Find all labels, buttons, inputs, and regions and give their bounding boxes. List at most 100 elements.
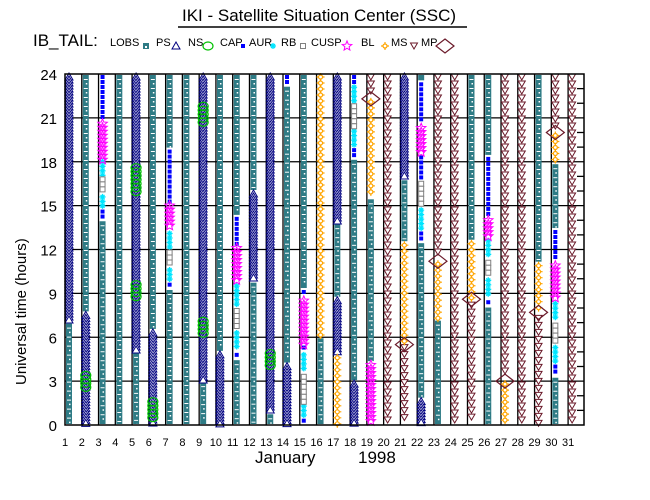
lobs-segment (233, 360, 240, 424)
ps-marker (198, 374, 209, 384)
bl-segment (366, 97, 375, 196)
lobs-bar (284, 86, 291, 363)
lobs-dot (119, 218, 121, 220)
lobs-dot (471, 119, 473, 121)
aur-segment (485, 277, 492, 297)
cap-marker (352, 148, 357, 153)
ms-marker (500, 311, 510, 319)
lobs-dot (186, 92, 188, 94)
ms-marker (383, 157, 393, 165)
lobs-dot (488, 101, 490, 103)
bl-marker (551, 155, 560, 164)
cap-marker (100, 209, 105, 214)
aur-marker (552, 344, 559, 351)
ps-marker (399, 170, 410, 180)
lobs-dot (186, 200, 188, 202)
ms-marker (433, 115, 443, 123)
cusp-marker (230, 269, 243, 282)
lobs-dot (85, 137, 88, 139)
x-tick-label: 25 (461, 437, 473, 449)
aur-marker (552, 358, 559, 365)
day-column-18 (349, 75, 359, 427)
lobs-tick (201, 395, 206, 397)
lobs-tick (335, 264, 340, 266)
ms-marker (534, 356, 543, 365)
day-column-6 (147, 75, 159, 427)
ms-marker (500, 178, 510, 186)
lobs-dot (538, 101, 541, 103)
lobs-dot (119, 407, 121, 409)
lobs-dot (354, 293, 356, 296)
lobs-dot (287, 202, 289, 205)
ms-marker (567, 388, 577, 396)
lobs-tick (167, 410, 172, 412)
lobs-tick (285, 171, 290, 173)
lobs-segment (250, 75, 257, 193)
ms-marker (500, 346, 510, 354)
lobs-tick (251, 295, 256, 297)
ms-marker (450, 339, 460, 347)
lobs-dot (538, 209, 541, 211)
cusp-marker (482, 225, 495, 238)
lobs-dot (421, 260, 423, 262)
lobs-dot (119, 191, 121, 193)
lobs-dot (303, 281, 306, 283)
ms-marker (500, 234, 510, 242)
legend-label: MS (391, 37, 408, 49)
lobs-dot (169, 342, 172, 345)
lobs-dot (152, 308, 155, 310)
lobs-tick (335, 255, 340, 257)
ms-marker (534, 321, 543, 330)
lobs-tick (234, 97, 239, 98)
ms-marker (450, 290, 460, 298)
ms-marker (450, 360, 460, 368)
day-column-23 (427, 73, 448, 424)
lobs-tick (352, 352, 357, 354)
lobs-tick (150, 286, 155, 287)
lobs-tick (100, 324, 105, 326)
ms-marker (567, 101, 577, 109)
lobs-dot (471, 101, 473, 103)
aur-marker (233, 296, 240, 303)
lobs-tick (251, 160, 256, 161)
lobs-tick (285, 117, 290, 119)
ms-segment (550, 73, 560, 130)
lobs-dot (69, 349, 71, 352)
ms-marker (383, 262, 393, 270)
ms-marker (517, 80, 527, 88)
lobs-dot (471, 182, 473, 184)
lobs-dot (169, 351, 172, 354)
lobs-tick (234, 88, 239, 89)
ms-marker (534, 349, 543, 358)
lobs-tick (100, 270, 105, 272)
lobs-dot (303, 245, 306, 247)
lobs-dot (488, 92, 490, 94)
ms-marker (517, 87, 527, 95)
lobs-dot (404, 215, 406, 217)
aur-marker (166, 239, 173, 246)
ms-marker (450, 73, 460, 81)
lobs-dot (219, 101, 222, 103)
day-column-1 (64, 71, 74, 424)
lobs-tick (67, 327, 71, 329)
lobs-dot (437, 400, 440, 403)
lobs-dot (236, 110, 239, 112)
lobs-tick (536, 106, 541, 107)
ms-marker (383, 227, 393, 235)
ns-segment (197, 101, 209, 127)
lobs-tick (352, 235, 357, 237)
lobs-dot (119, 245, 121, 247)
ms-marker (433, 164, 443, 172)
lobs-dot (471, 110, 473, 112)
lobs-dot (337, 286, 339, 288)
lobs-tick (285, 288, 290, 290)
cap-marker (553, 230, 558, 235)
x-tick-label: 7 (163, 437, 169, 449)
lobs-dot (287, 283, 289, 286)
lobs-dot (85, 164, 88, 166)
lobs-dot (370, 324, 373, 326)
lobs-dot (354, 320, 356, 323)
lobs-bar (418, 243, 425, 398)
ms-marker (450, 248, 460, 256)
bl-segment (316, 73, 325, 339)
